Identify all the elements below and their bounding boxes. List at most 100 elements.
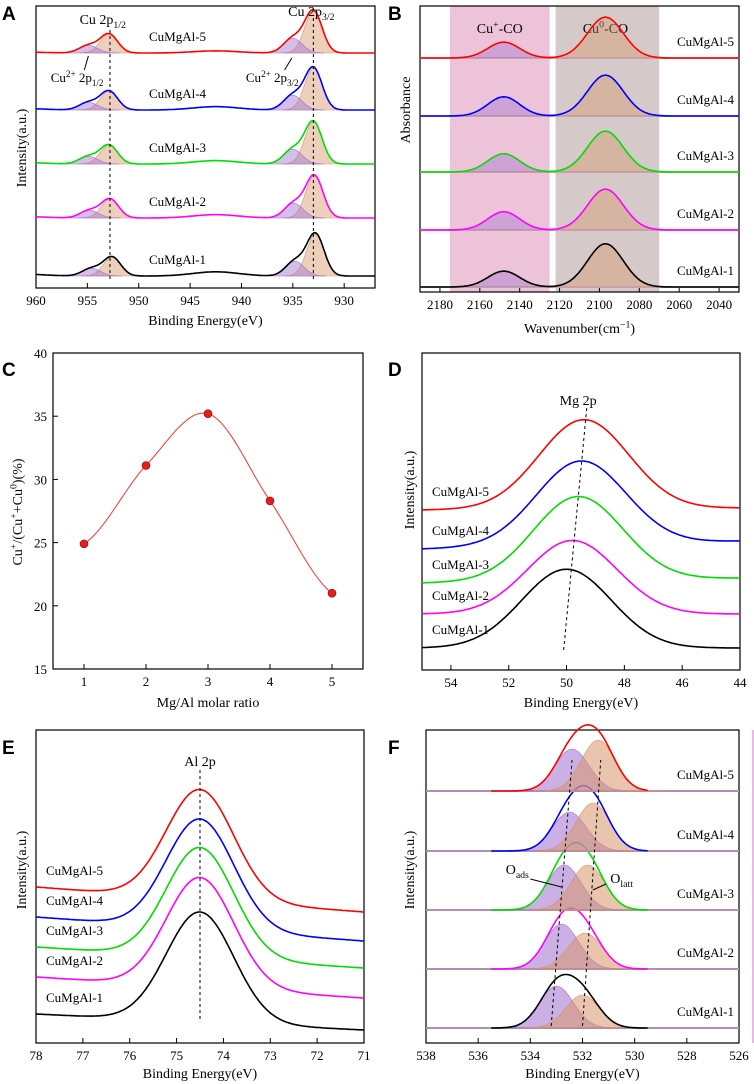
panel-f-annot-oads-part: ads	[516, 870, 529, 881]
panel-e-series-CuMgAl-1: CuMgAl-1	[35, 911, 365, 1031]
panel-c-ylabel-part: +	[9, 513, 20, 519]
panel-c-ylabel-part: +Cu	[11, 489, 26, 513]
panel-d-series-label: CuMgAl-1	[432, 622, 489, 637]
panel-c-frame	[52, 352, 364, 670]
panel-label-B: B	[388, 4, 402, 25]
panel-b-band-label-1-part: Cu	[477, 22, 493, 37]
panel-b-x-tick-label: 2100	[586, 297, 612, 312]
panel-f-annot-olatt-part: latt	[620, 879, 633, 890]
panel-f: 538 536 534 532 530 528 526 Binding Energy(eV) I…	[403, 723, 754, 1082]
panel-e-x-tick-label: 71	[358, 1048, 371, 1063]
panel-e-line	[35, 846, 365, 969]
panel-d-xlabel: Binding Energy(eV)	[524, 696, 639, 711]
panel-c-y-tick-label: 25	[34, 536, 47, 551]
panel-e-series-CuMgAl-2: CuMgAl-2	[35, 876, 365, 999]
panel-c-xlabel: Mg/Al molar ratio	[157, 696, 260, 711]
panel-c-x-tick-label: 1	[81, 674, 88, 689]
panel-e: 78 77 76 75 74 73 72 71 Binding Energy(eV) Intens…	[15, 729, 371, 1082]
panel-d-frame	[421, 352, 741, 671]
panel-c-ylabel-part: +	[9, 543, 20, 549]
panel-e-series-label: CuMgAl-4	[46, 893, 104, 908]
panel-a-annot-cu2p32-part: 3/2	[322, 12, 335, 23]
panel-f-x-tick-label: 530	[625, 1048, 645, 1063]
panel-c-x-tick-label: 4	[267, 674, 274, 689]
panel-b-xlabel-part: )	[630, 322, 635, 337]
panel-b-series-label: CuMgAl-5	[677, 34, 734, 49]
panel-b-fill	[555, 189, 656, 230]
panel-label-A: A	[2, 4, 16, 25]
panel-f-series-label: CuMgAl-4	[677, 827, 735, 842]
panel-e-line	[35, 876, 365, 999]
panel-d-x-tick-label: 44	[734, 675, 748, 690]
panel-a-line	[35, 8, 375, 54]
panel-a-ylabel: Intensity(a.u.)	[15, 108, 30, 187]
panel-a-series-label: CuMgAl-3	[149, 140, 206, 155]
panel-d-line	[422, 495, 740, 584]
panel-f-dash-2	[582, 759, 602, 1027]
panel-d-x-tick-label: 50	[560, 675, 573, 690]
panel-a-annot-cu2plus-32-part: 2+	[261, 69, 271, 79]
panel-c-point	[265, 496, 275, 506]
panel-d-line	[421, 418, 740, 511]
panel-f-x-tick-label: 528	[677, 1048, 697, 1063]
panel-a-x-tick-label: 960	[26, 293, 46, 308]
panel-b-series-CuMgAl-4: CuMgAl-4	[420, 74, 739, 117]
panel-f-series-CuMgAl-3: CuMgAl-3	[426, 841, 739, 911]
panel-d-series-CuMgAl-3: CuMgAl-3	[422, 495, 740, 584]
panel-a-line	[36, 65, 375, 111]
panel-f-xlabel: Binding Energy(eV)	[525, 1067, 640, 1082]
panel-b-xlabel-part: −1	[620, 320, 631, 331]
panel-d-x-tick-label: 48	[618, 675, 631, 690]
panel-a-x-tick-label: 940	[232, 293, 252, 308]
panel-b-series-CuMgAl-1: CuMgAl-1	[420, 243, 739, 288]
panel-c-y-tick-label: 20	[34, 599, 47, 614]
panel-f-series-label: CuMgAl-5	[677, 767, 734, 782]
panel-f-series-CuMgAl-4: CuMgAl-4	[426, 784, 739, 852]
panel-f-series-label: CuMgAl-1	[677, 1004, 734, 1019]
panel-a-series-label: CuMgAl-5	[149, 29, 206, 44]
panel-b-fill	[555, 75, 656, 116]
panel-b-xlabel-part: Wavenumber(cm	[524, 322, 620, 337]
panel-a-annot-cu2plus-32: Cu2+​ 2p3/2​	[246, 69, 299, 88]
panel-c-y-tick-label: 35	[34, 409, 47, 424]
panel-e-series-label: CuMgAl-5	[46, 863, 103, 878]
panel-f-x-tick-label: 536	[468, 1048, 488, 1063]
panel-f-x-tick-label: 538	[416, 1048, 436, 1063]
panel-f-series-CuMgAl-1: CuMgAl-1	[426, 973, 739, 1029]
panel-e-ylabel: Intensity(a.u.)	[15, 830, 30, 909]
panel-e-series-label: CuMgAl-1	[46, 990, 103, 1005]
panel-a-annot-cu2p32: Cu 2p3/2​	[288, 5, 334, 23]
panel-f-annot-olatt: Olatt​	[610, 872, 633, 890]
panel-c-x-tick-label: 2	[143, 674, 150, 689]
panel-a-annot-cu2p32-part: Cu 2p	[288, 5, 322, 20]
panel-d-series-CuMgAl-2: CuMgAl-2	[422, 539, 740, 615]
panel-label-C: C	[2, 360, 16, 381]
panel-d-x-tick-label: 54	[444, 675, 458, 690]
panel-e-x-tick-label: 76	[123, 1048, 137, 1063]
panel-a-annot-cu2p12-part: 1/2	[113, 20, 126, 31]
panel-e-x-tick-label: 77	[76, 1048, 90, 1063]
panel-a-annot-cu2plus-12-part: 1/2	[92, 78, 104, 88]
panel-a-x-tick-label: 930	[334, 293, 354, 308]
panel-a-x-tick-label: 950	[129, 293, 149, 308]
panel-e-x-tick-label: 73	[264, 1048, 277, 1063]
panel-c-x-tick-label: 3	[205, 674, 212, 689]
panel-f-series-CuMgAl-5: CuMgAl-5	[426, 723, 739, 792]
panel-e-x-tick-label: 72	[311, 1048, 324, 1063]
panel-f-x-tick-label: 532	[573, 1048, 593, 1063]
panel-d-line	[422, 539, 740, 615]
panel-d-annot: Mg 2p	[560, 394, 597, 409]
panel-f-x-tick-label: 534	[521, 1048, 541, 1063]
panel-d-x-tick-label: 46	[676, 675, 690, 690]
panel-f-annot-oads-part: O	[506, 863, 516, 878]
panel-b-x-tick-label: 2180	[427, 297, 453, 312]
panel-b-xlabel: Wavenumber(cm−1​)	[524, 320, 636, 337]
panel-e-xlabel: Binding Energy(eV)	[143, 1067, 258, 1082]
panel-b-frame	[419, 5, 740, 293]
panel-d-series-CuMgAl-5: CuMgAl-5	[421, 418, 740, 511]
panel-d-x-tick-label: 52	[502, 675, 515, 690]
panel-a-x-tick-label: 945	[180, 293, 200, 308]
panel-a-series-label: CuMgAl-4	[149, 86, 207, 101]
